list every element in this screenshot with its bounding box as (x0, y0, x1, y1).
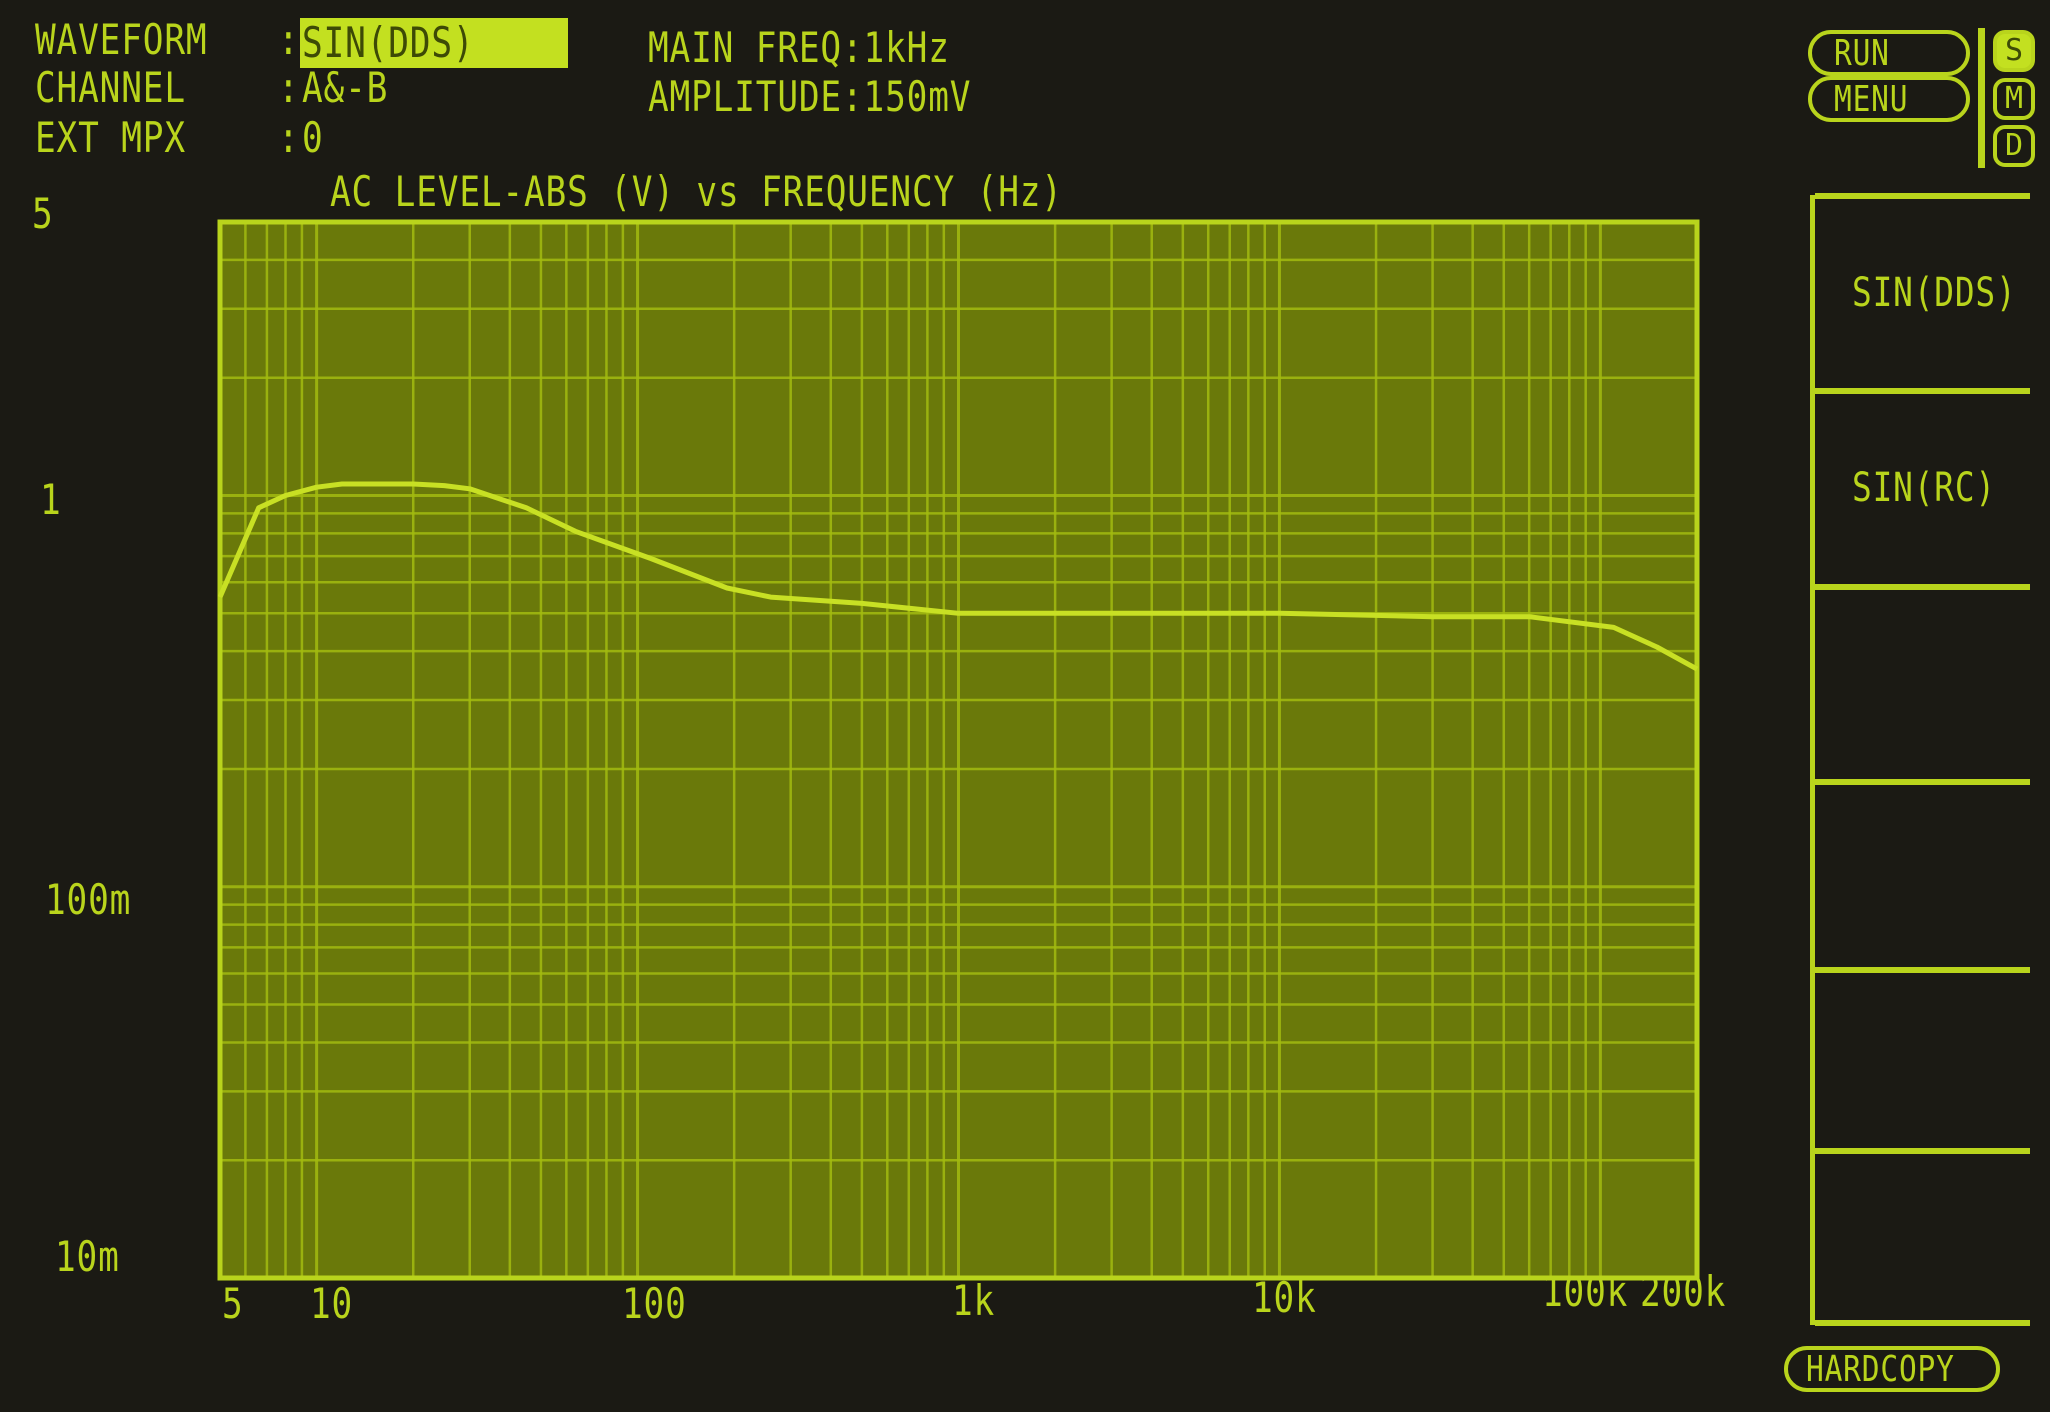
ext-mpx-value: 0 (302, 113, 324, 162)
softkey-3[interactable] (1818, 590, 2030, 779)
colon: : (278, 15, 300, 64)
softkey-2[interactable]: SIN(RC) (1818, 394, 2030, 584)
softkey-5[interactable] (1818, 973, 2030, 1148)
divider (1978, 28, 1985, 168)
softkey-divider (1815, 388, 2030, 394)
channel-label: CHANNEL (35, 63, 186, 112)
waveform-value: SIN(DDS) (302, 18, 475, 67)
colon: : (278, 113, 300, 162)
softkey-divider (1815, 967, 2030, 973)
softkey-6[interactable] (1818, 1154, 2030, 1320)
series-line (217, 481, 1699, 672)
softkey-divider (1815, 1320, 2030, 1326)
indicator-d: D (1993, 125, 2035, 167)
softkey-label: SIN(RC) (1852, 465, 1996, 511)
main-freq: MAIN FREQ:1kHz (648, 23, 950, 72)
x-tick-label: 100 (622, 1279, 687, 1328)
waveform-label: WAVEFORM (35, 15, 208, 64)
channel-value: A&-B (302, 63, 389, 112)
waveform-value-highlight: SIN(DDS) (300, 18, 568, 68)
chart-title: AC LEVEL-ABS (V) vs FREQUENCY (Hz) (330, 167, 1063, 216)
plot-border (217, 219, 1700, 1281)
softkey-divider (1815, 1148, 2030, 1154)
x-tick-label: 10 (310, 1279, 354, 1328)
x-tick-label: 10k (1252, 1273, 1317, 1322)
y-tick-label: 1 (40, 475, 62, 524)
menu-button[interactable]: MENU (1808, 76, 1970, 122)
softkey-label: SIN(DDS) (1852, 270, 2017, 316)
softkey-1[interactable]: SIN(DDS) (1818, 199, 2030, 388)
softkey-divider (1815, 193, 2030, 199)
amplitude: AMPLITUDE:150mV (648, 72, 972, 121)
softkey-divider (1815, 584, 2030, 590)
y-tick-label: 5 (32, 189, 54, 238)
run-label: RUN (1834, 33, 1890, 74)
colon: : (278, 63, 300, 112)
menu-label: MENU (1834, 79, 1909, 120)
run-button[interactable]: RUN (1808, 30, 1970, 76)
x-tick-label: 1k (952, 1276, 996, 1325)
softkey-panel-border (1810, 195, 1815, 1325)
hardcopy-button[interactable]: HARDCOPY (1784, 1346, 2000, 1392)
y-tick-label: 100m (45, 875, 132, 924)
indicator-m: M (1993, 78, 2035, 120)
softkey-divider (1815, 779, 2030, 785)
indicator-s: S (1993, 30, 2035, 72)
y-tick-label: 10m (55, 1232, 120, 1281)
x-tick-label: 5 (222, 1279, 244, 1328)
ext-mpx-label: EXT MPX (35, 113, 186, 162)
softkey-4[interactable] (1818, 785, 2030, 967)
hardcopy-label: HARDCOPY (1806, 1349, 1955, 1390)
